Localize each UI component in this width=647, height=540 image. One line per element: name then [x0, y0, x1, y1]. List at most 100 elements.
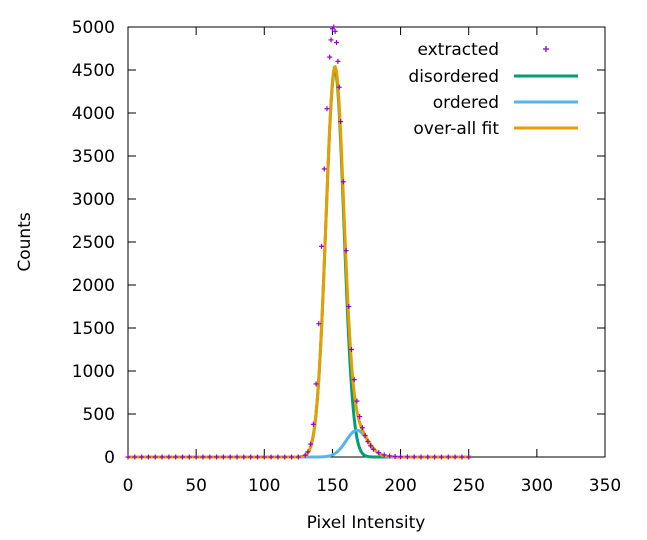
data-point: [359, 425, 365, 431]
data-point: [425, 454, 431, 460]
data-point: [370, 446, 376, 452]
legend-label: disordered: [408, 67, 499, 87]
data-point: [234, 454, 240, 460]
data-point: [338, 119, 344, 125]
data-point: [282, 454, 288, 460]
data-point: [404, 454, 410, 460]
axis-ticks: [127, 26, 606, 458]
x-axis-title: Pixel Intensity: [307, 513, 426, 533]
x-tick-label: 50: [185, 476, 207, 496]
data-point: [328, 37, 334, 43]
data-point: [207, 454, 213, 460]
data-point: [139, 454, 145, 460]
data-point: [241, 454, 247, 460]
x-tick-label: 200: [384, 476, 416, 496]
plot-frame: [127, 26, 606, 458]
data-point: [248, 454, 254, 460]
data-point: [362, 433, 368, 438]
data-point: [159, 454, 165, 460]
x-tick-label: 0: [123, 476, 134, 496]
data-point: [166, 454, 172, 460]
data-point: [321, 166, 327, 172]
data-point: [193, 454, 199, 460]
legend-marker-points: [543, 46, 549, 52]
data-point: [220, 454, 226, 460]
data-point: [418, 454, 424, 460]
data-point: [376, 450, 382, 456]
data-point: [357, 414, 363, 420]
data-point: [335, 58, 341, 64]
data-point: [459, 454, 465, 460]
y-tick-label: 2000: [72, 276, 115, 296]
data-point: [336, 84, 342, 90]
y-tick-label: 3000: [72, 190, 115, 210]
data-point: [332, 28, 338, 34]
data-point: [334, 39, 340, 45]
y-axis-title: Counts: [15, 212, 35, 271]
data-point: [302, 452, 308, 458]
data-point: [346, 304, 352, 309]
y-tick-label: 3500: [72, 147, 115, 167]
data-point: [275, 454, 281, 460]
legend-label: ordered: [433, 93, 499, 113]
data-point: [324, 106, 330, 112]
y-tick-label: 5000: [72, 18, 115, 38]
data-point: [316, 321, 322, 327]
data-point: [438, 454, 444, 460]
data-point: [227, 454, 233, 460]
data-point: [261, 454, 267, 460]
data-point: [368, 443, 374, 449]
series-layer: [125, 24, 473, 460]
data-point: [132, 454, 138, 460]
data-point: [268, 454, 274, 460]
data-point: [200, 454, 206, 460]
data-point: [343, 248, 349, 254]
y-tick-label: 4500: [72, 61, 115, 81]
legend-label: over-all fit: [413, 119, 499, 139]
data-point: [331, 24, 337, 30]
axis-tick-labels: 0 50 100 150 200 250 300 3500500100015002000250…: [72, 18, 621, 496]
data-point: [305, 449, 311, 455]
data-point: [214, 454, 220, 460]
data-point: [387, 453, 393, 459]
data-point: [327, 54, 333, 60]
data-point: [254, 454, 260, 460]
y-tick-label: 1500: [72, 319, 115, 339]
data-point: [349, 347, 355, 352]
x-tick-label: 350: [589, 476, 621, 496]
data-point: [398, 454, 404, 460]
data-point: [411, 454, 417, 460]
data-point: [445, 454, 451, 460]
y-tick-label: 4000: [72, 104, 115, 124]
data-point: [340, 179, 346, 185]
data-point: [295, 454, 301, 460]
data-point: [381, 452, 387, 458]
data-point: [152, 454, 158, 460]
data-point: [289, 454, 295, 460]
data-point: [180, 454, 186, 460]
series-line-ordered: [127, 428, 473, 459]
data-point: [310, 421, 316, 427]
x-tick-label: 150: [316, 476, 348, 496]
y-tick-label: 0: [104, 448, 115, 468]
data-point: [173, 454, 179, 460]
data-point: [432, 454, 438, 460]
data-point: [365, 439, 371, 445]
data-point: [392, 453, 398, 459]
data-point: [145, 454, 151, 460]
legend-label: extracted: [417, 40, 499, 60]
x-tick-label: 300: [521, 476, 553, 496]
data-point: [313, 381, 319, 387]
y-tick-label: 500: [83, 405, 115, 425]
data-point: [125, 454, 131, 460]
x-tick-label: 250: [452, 476, 484, 496]
data-point: [351, 377, 357, 383]
data-point: [308, 441, 314, 447]
y-tick-label: 1000: [72, 362, 115, 382]
data-point: [186, 454, 192, 460]
data-point: [466, 454, 472, 460]
data-point: [452, 454, 458, 460]
x-tick-label: 100: [248, 476, 280, 496]
data-point: [319, 243, 325, 249]
